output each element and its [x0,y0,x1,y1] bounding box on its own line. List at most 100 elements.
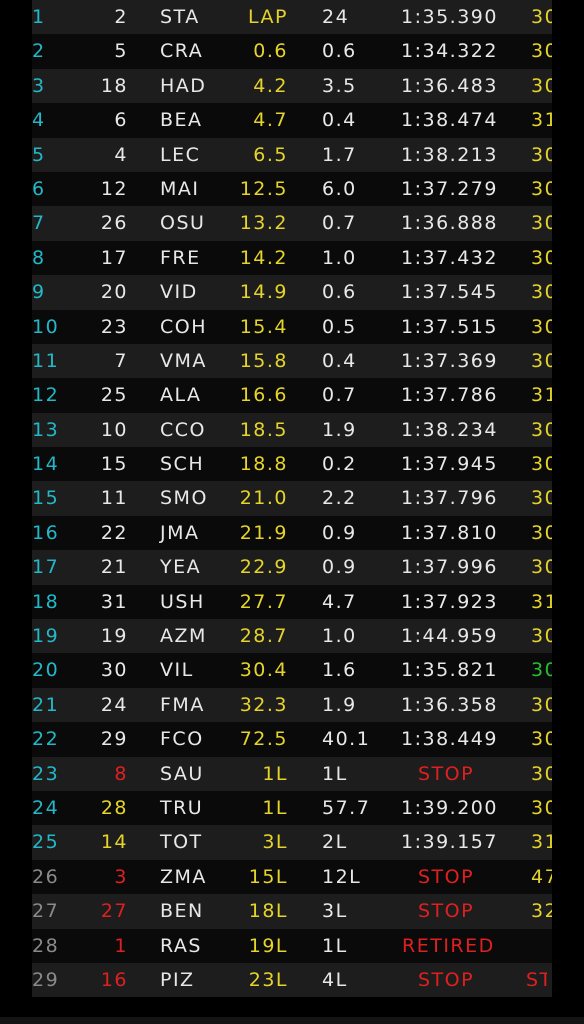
driver-code-cell: USH [160,590,205,613]
interval-cell: 4L [322,968,348,991]
last-lap-cell: STOP [418,900,475,923]
interval-cell: 24 [322,6,350,28]
position-cell: 9 [32,281,46,304]
interval-cell: 1.0 [322,246,357,269]
position-cell: 10 [32,315,60,338]
driver-code-cell: PIZ [160,968,195,991]
interval-cell: 0.4 [322,349,357,372]
gap-cell: 4.2 [253,74,288,97]
gap-cell: 23L [248,968,288,991]
position-cell: 7 [32,212,46,235]
gap-cell: 1L [262,796,288,819]
gap-cell: 19L [248,934,288,957]
last-lap-cell: 1:37.279 [401,177,498,200]
last-lap-cell: 1:36.888 [401,212,498,235]
car-number-cell: 10 [100,418,128,441]
gap-cell: 21.9 [239,521,288,544]
gap-cell: 0.6 [253,40,288,63]
interval-cell: 0.9 [322,556,357,579]
car-number-cell: 18 [100,74,128,97]
best-lap-cell: 30 [531,177,552,200]
car-number-cell: 22 [100,521,128,544]
last-lap-cell: 1:37.923 [401,590,498,613]
interval-cell: 0.9 [322,521,357,544]
position-cell: 20 [32,659,60,682]
table-row: 28 1 RAS 19L 1L RETIRED [32,928,552,963]
position-cell: 8 [32,246,46,269]
driver-code-cell: SMO [160,487,208,510]
gap-cell: 30.4 [239,659,288,682]
position-cell: 15 [32,487,60,510]
car-number-cell: 16 [100,968,128,991]
position-cell: 24 [32,796,60,819]
last-lap-cell: 1:39.157 [401,831,498,854]
interval-cell: 0.5 [322,315,357,338]
table-row: 19 19 AZM 28.7 1.0 1:44.959 30 [32,619,552,654]
position-cell: 25 [32,831,60,854]
table-row: 13 10 CCO 18.5 1.9 1:38.234 30 [32,412,552,448]
best-lap-cell: ST [526,968,547,991]
interval-cell: 6.0 [322,177,357,200]
gap-cell: 14.9 [239,281,288,304]
driver-code-cell: VIL [160,659,194,682]
table-row: 27 27 BEN 18L 3L STOP 32 [32,894,552,929]
driver-code-cell: BEN [160,900,204,923]
car-number-cell: 8 [114,762,128,785]
car-number-cell: 27 [100,900,128,923]
driver-code-cell: FCO [160,728,204,751]
driver-code-cell: LEC [160,143,201,166]
position-cell: 18 [32,590,60,613]
car-number-cell: 19 [100,625,128,648]
best-lap-cell: 30 [531,315,552,338]
table-row: 18 31 USH 27.7 4.7 1:37.923 31 [32,584,552,620]
gap-cell: 72.5 [239,728,288,751]
best-lap-cell: 30 [531,143,552,166]
driver-code-cell: HAD [160,74,207,97]
last-lap-cell: 1:37.796 [401,487,498,510]
last-lap-cell: 1:37.945 [401,453,498,476]
table-row: 23 8 SAU 1L 1L STOP 30 [32,756,552,791]
last-lap-cell: 1:36.358 [401,693,498,716]
best-lap-cell: 30 [531,693,552,716]
best-lap-cell: 32 [531,900,552,923]
car-number-cell: 6 [114,109,128,132]
driver-code-cell: VID [160,281,198,304]
gap-cell: 21.0 [239,487,288,510]
position-cell: 21 [32,693,60,716]
table-row: 17 21 YEA 22.9 0.9 1:37.996 30 [32,550,552,585]
last-lap-cell: 1:39.200 [401,796,498,819]
driver-code-cell: BEA [160,109,203,132]
interval-cell: 1.9 [322,693,357,716]
interval-cell: 12L [322,865,362,888]
car-number-cell: 12 [100,177,128,200]
position-cell: 28 [32,934,60,957]
last-lap-cell: 1:37.545 [401,281,498,304]
table-row: 3 18 HAD 4.2 3.5 1:36.483 30 [32,68,552,104]
table-row: 22 29 FCO 72.5 40.1 1:38.449 30 [32,722,552,757]
car-number-cell: 24 [100,693,128,716]
position-cell: 12 [32,384,60,407]
gap-cell: 22.9 [239,556,288,579]
car-number-cell: 11 [100,487,128,510]
best-lap-cell: 30 [531,556,552,579]
driver-code-cell: ALA [160,384,202,407]
gap-cell: 18.8 [239,453,288,476]
car-number-cell: 21 [100,556,128,579]
car-number-cell: 3 [114,865,128,888]
last-lap-cell: 1:38.213 [401,143,498,166]
driver-code-cell: AZM [160,625,207,648]
gap-cell: 16.6 [239,384,288,407]
best-lap-cell: 30 [531,418,552,441]
last-lap-cell: 1:38.234 [401,418,498,441]
best-lap-cell: 30 [531,625,552,648]
car-number-cell: 17 [100,246,128,269]
car-number-cell: 26 [100,212,128,235]
interval-cell: 3.5 [322,74,357,97]
driver-code-cell: STA [160,6,200,28]
best-lap-cell: 47 [531,865,552,888]
best-lap-cell: 31 [531,109,552,132]
position-cell: 4 [32,109,46,132]
table-row: 24 28 TRU 1L 57.7 1:39.200 30 [32,790,552,826]
table-row: 9 20 VID 14.9 0.6 1:37.545 30 [32,275,552,310]
driver-code-cell: CRA [160,40,204,63]
